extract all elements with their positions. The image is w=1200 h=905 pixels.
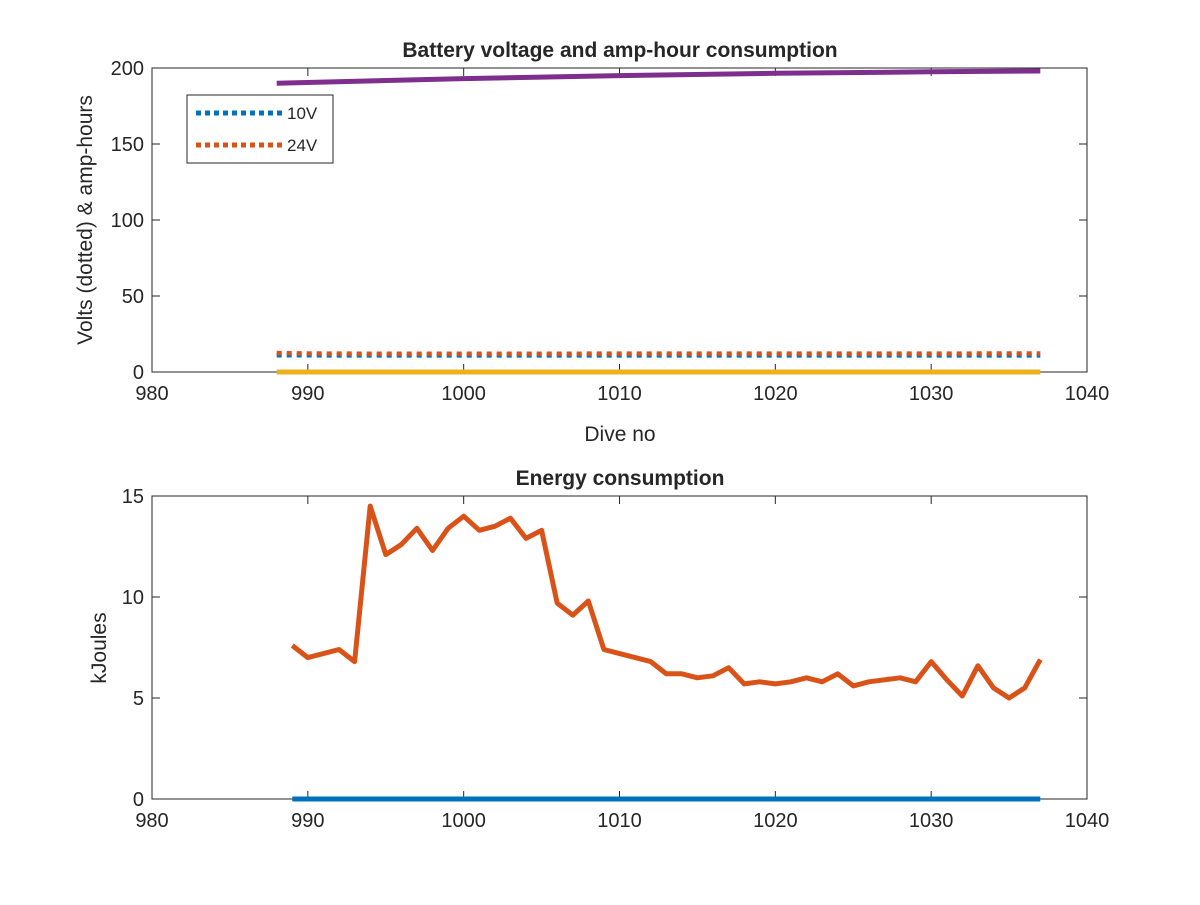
top-plot-y-tick-label: 100 — [111, 210, 144, 232]
top-plot-x-tick-label: 1020 — [753, 383, 798, 405]
legend-label-24v: 24V — [287, 136, 318, 155]
top-plot-y-tick-label: 50 — [122, 286, 144, 308]
bottom-plot-x-tick-label: 1020 — [753, 810, 798, 832]
bottom-plot-x-tick-label: 1010 — [597, 810, 642, 832]
bottom-plot-x-tick-label: 990 — [291, 810, 324, 832]
bottom-plot-x-tick-label: 1030 — [909, 810, 954, 832]
top-plot-y-axis-label: Volts (dotted) & amp-hours — [74, 95, 97, 345]
legend-label-10v: 10V — [287, 104, 318, 123]
bottom-plot-x-tick-label: 1000 — [441, 810, 486, 832]
top-plot-y-tick-label: 0 — [133, 362, 144, 384]
top-plot-y-tick-label: 150 — [111, 134, 144, 156]
bottom-plot-y-tick-label: 0 — [133, 789, 144, 811]
top-plot-x-tick-label: 980 — [135, 383, 168, 405]
bottom-plot-y-axis-label: kJoules — [88, 612, 111, 683]
top-plot-x-axis-label: Dive no — [584, 423, 655, 446]
bottom-plot-y-tick-label: 15 — [122, 486, 144, 508]
bottom-plot-y-tick-label: 5 — [133, 688, 144, 710]
top-plot-x-tick-label: 1000 — [441, 383, 486, 405]
top-plot-y-tick-label: 200 — [111, 58, 144, 80]
bottom-plot-y-tick-label: 10 — [122, 587, 144, 609]
bottom-plot-title: Energy consumption — [516, 467, 725, 490]
top-plot-x-tick-label: 990 — [291, 383, 324, 405]
top-plot-title: Battery voltage and amp-hour consumption — [402, 39, 837, 62]
top-plot-x-tick-label: 1010 — [597, 383, 642, 405]
top-plot-x-tick-label: 1040 — [1065, 383, 1110, 405]
top-plot-legend: 10V 24V — [187, 95, 333, 163]
top-plot-x-tick-label: 1030 — [909, 383, 954, 405]
bottom-plot-x-tick-label: 1040 — [1065, 810, 1110, 832]
bottom-plot-x-tick-label: 980 — [135, 810, 168, 832]
